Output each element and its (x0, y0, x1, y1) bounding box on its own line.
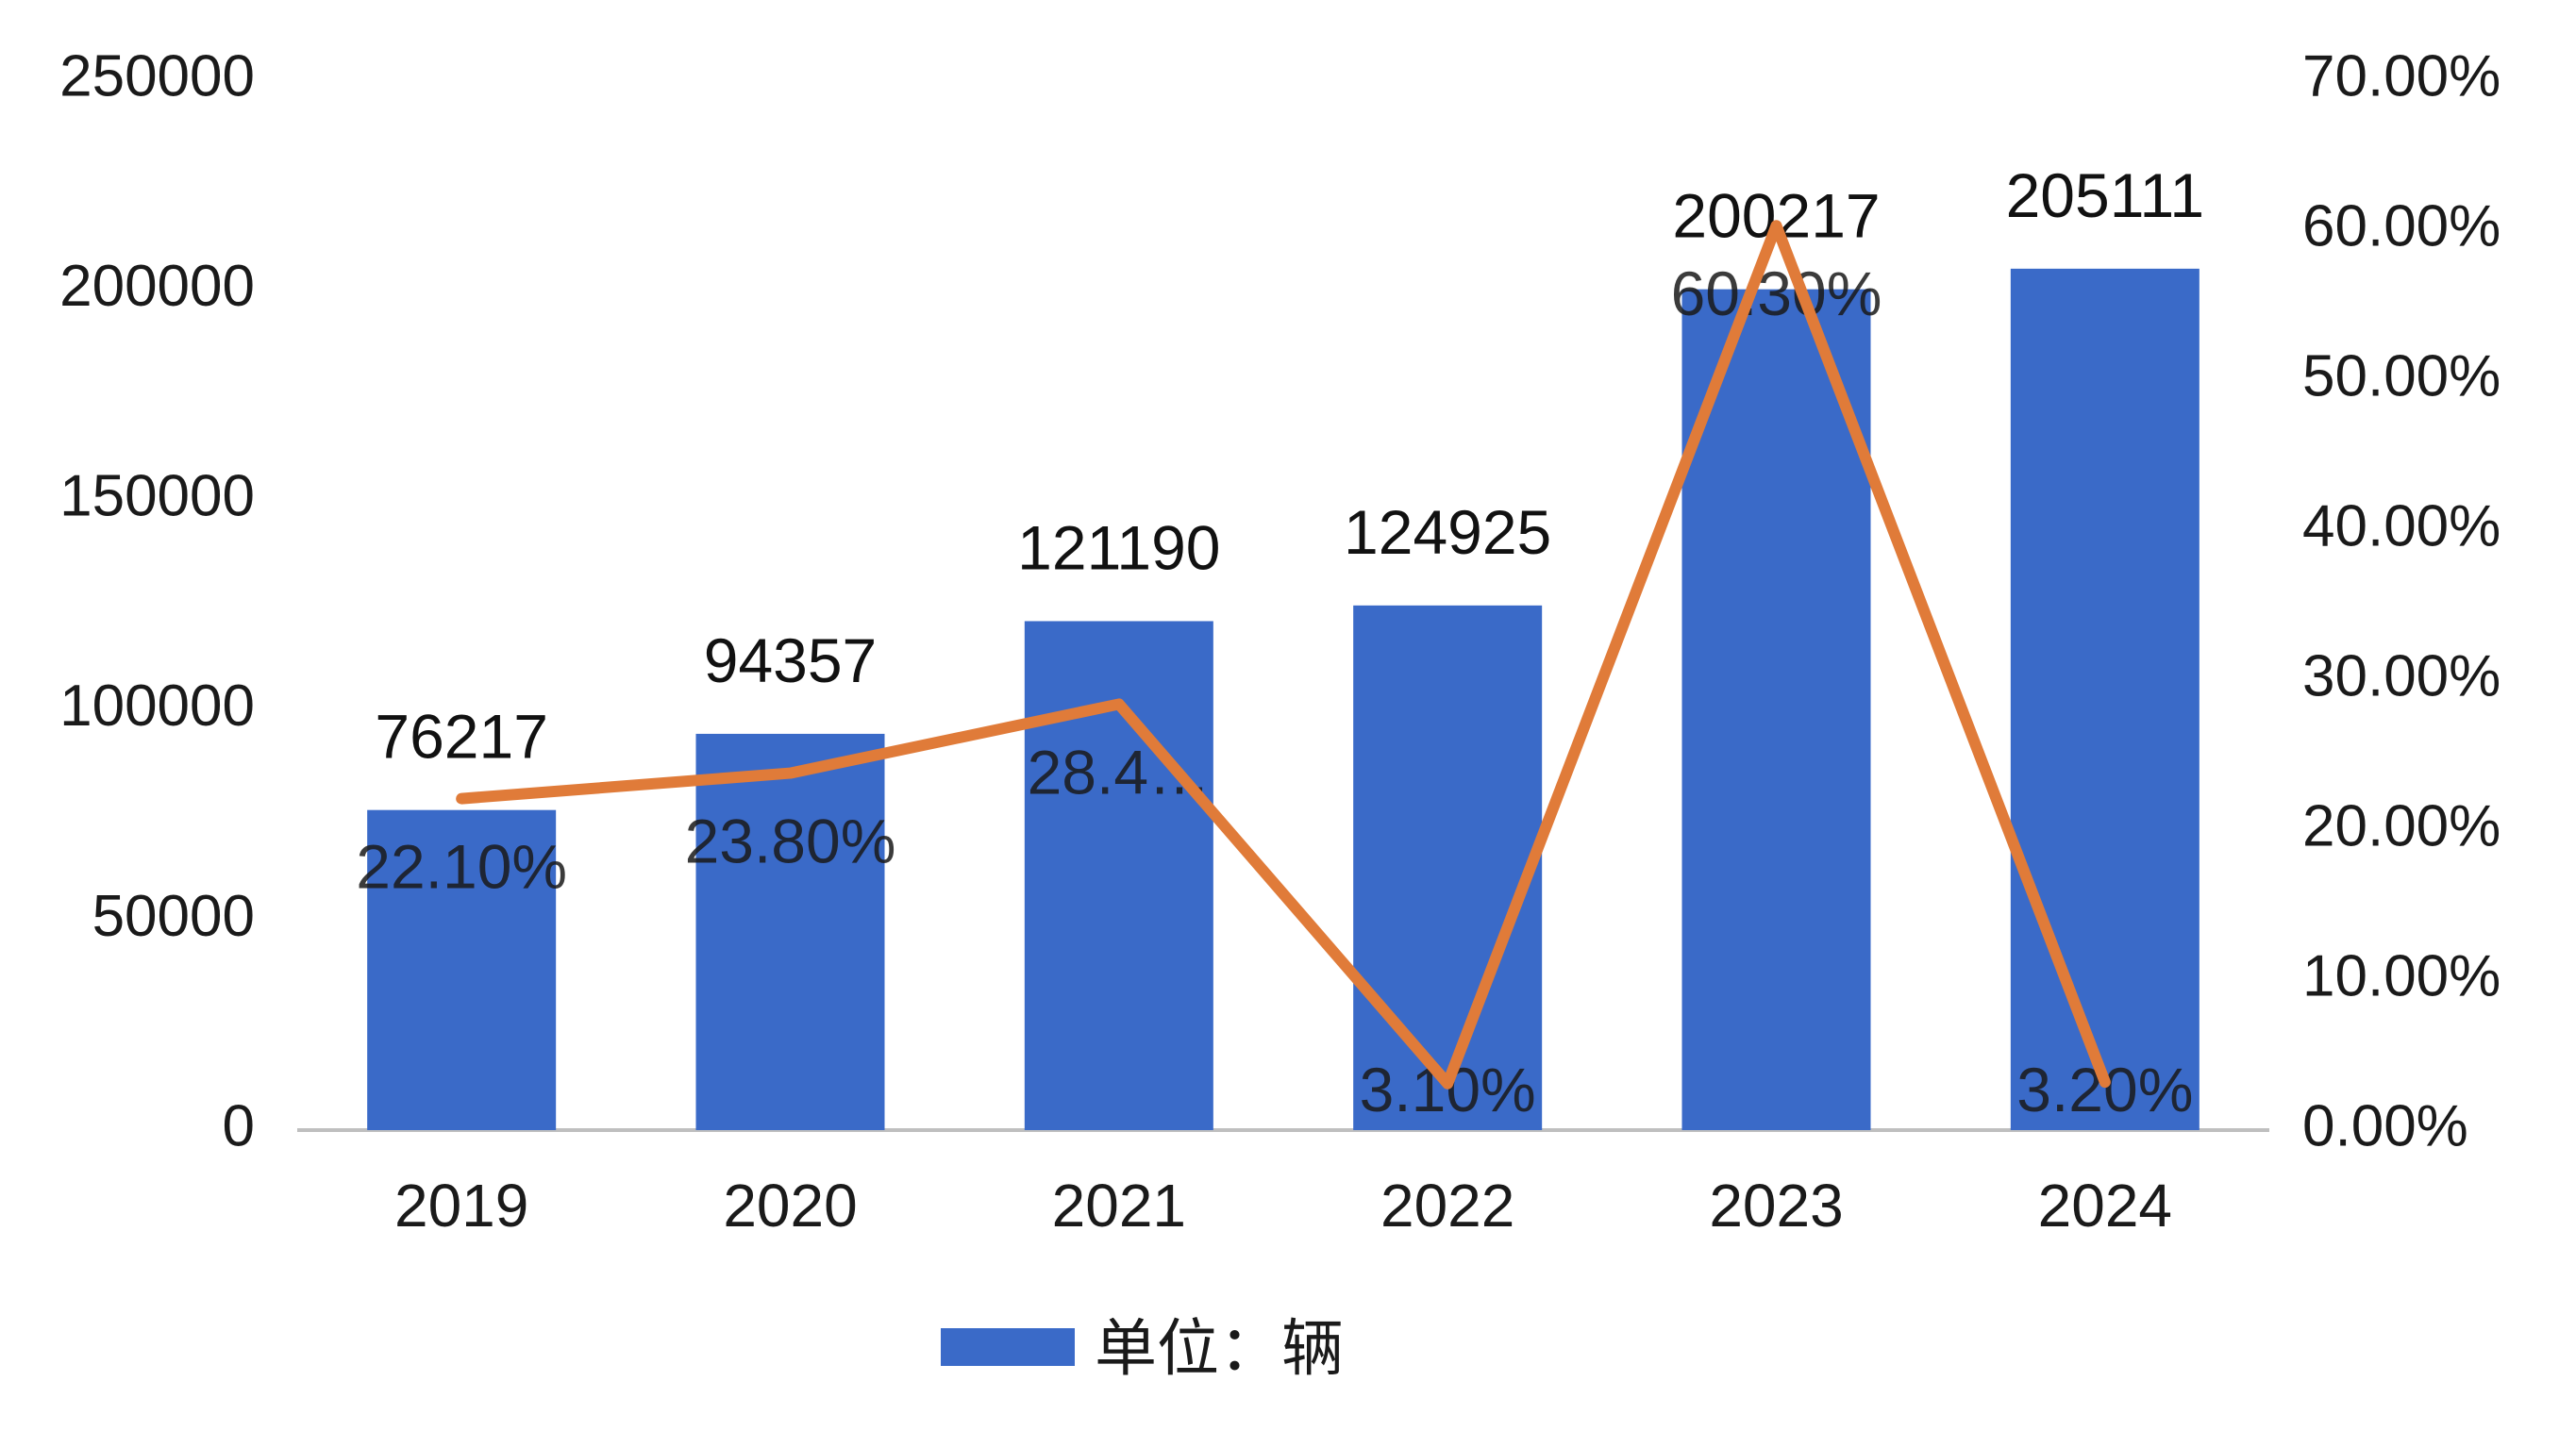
category-labels: 2019 2020 2021 2022 2023 2024 (394, 1172, 2172, 1240)
right-tick-label: 10.00% (2302, 943, 2501, 1008)
left-tick-label: 0 (223, 1093, 255, 1158)
bar-value-label: 76217 (375, 702, 548, 772)
right-tick-label: 50.00% (2302, 343, 2501, 408)
category-label: 2021 (1052, 1172, 1186, 1240)
category-label: 2024 (2038, 1172, 2172, 1240)
percent-label: 3.10% (1360, 1055, 1536, 1124)
right-tick-label: 40.00% (2302, 493, 2501, 558)
left-tick-label: 100000 (59, 674, 255, 739)
bar (695, 733, 885, 1130)
percent-label: 23.80% (685, 807, 896, 876)
right-tick-label: 70.00% (2302, 43, 2501, 108)
bar (1024, 621, 1213, 1130)
legend: 单位：辆 (941, 1313, 1344, 1383)
category-label: 2019 (394, 1172, 528, 1240)
bar (2010, 268, 2200, 1130)
right-tick-label: 30.00% (2302, 643, 2501, 708)
right-tick-label: 0.00% (2302, 1093, 2468, 1158)
percent-label: 60.30% (1671, 258, 1882, 328)
bar-value-label: 121190 (1017, 512, 1220, 582)
left-tick-label: 200000 (59, 254, 255, 319)
left-tick-label: 150000 (59, 464, 255, 529)
bar-value-label: 124925 (1344, 497, 1551, 567)
percent-labels: 22.10% 23.80%28.4…3.10%60.30%3.20% (356, 258, 2193, 1124)
growth-rate-line (456, 220, 2111, 1090)
left-tick-label: 250000 (59, 43, 255, 108)
bar (1681, 289, 1871, 1130)
left-axis-ticks: 0 50000 100000 150000 200000 250000 (59, 43, 255, 1158)
bars-group (367, 268, 2200, 1130)
right-tick-label: 20.00% (2302, 793, 2501, 858)
legend-label-bar: 单位：辆 (1095, 1313, 1344, 1383)
category-label: 2023 (1709, 1172, 1843, 1240)
category-label: 2020 (723, 1172, 857, 1240)
bar-value-label: 205111 (2006, 160, 2204, 230)
right-tick-label: 60.00% (2302, 193, 2501, 258)
bar (367, 809, 557, 1130)
left-tick-label: 50000 (92, 884, 255, 949)
bar-value-label: 94357 (704, 625, 878, 695)
percent-label: 3.20% (2016, 1055, 2193, 1124)
right-axis-ticks: 0.00% 10.00% 20.00% 30.00% 40.00% 50.00% 60.00… (2302, 43, 2501, 1158)
bar (1353, 605, 1543, 1130)
legend-swatch-bar (941, 1328, 1075, 1366)
percent-label: 22.10% (356, 832, 567, 902)
category-label: 2022 (1380, 1172, 1514, 1240)
